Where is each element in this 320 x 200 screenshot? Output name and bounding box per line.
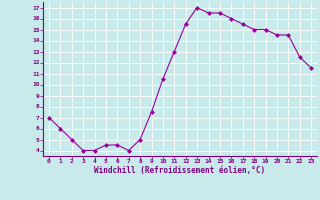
X-axis label: Windchill (Refroidissement éolien,°C): Windchill (Refroidissement éolien,°C) — [94, 166, 266, 175]
